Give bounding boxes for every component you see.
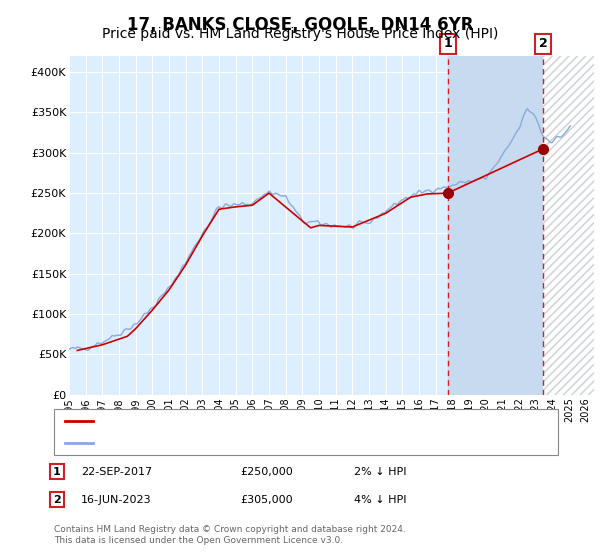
Text: 2: 2: [539, 38, 548, 50]
Text: 1: 1: [443, 38, 452, 50]
Text: 4% ↓ HPI: 4% ↓ HPI: [354, 494, 407, 505]
Text: 22-SEP-2017: 22-SEP-2017: [81, 466, 152, 477]
Text: HPI: Average price, detached house, East Riding of Yorkshire: HPI: Average price, detached house, East…: [97, 438, 413, 448]
Bar: [544, 56, 594, 395]
Text: 1: 1: [53, 466, 61, 477]
Bar: [544, 56, 594, 395]
Text: Price paid vs. HM Land Registry's House Price Index (HPI): Price paid vs. HM Land Registry's House …: [102, 27, 498, 41]
Bar: [448, 56, 544, 395]
Text: 17, BANKS CLOSE, GOOLE, DN14 6YR: 17, BANKS CLOSE, GOOLE, DN14 6YR: [127, 16, 473, 34]
Text: 2% ↓ HPI: 2% ↓ HPI: [354, 466, 407, 477]
Text: £250,000: £250,000: [240, 466, 293, 477]
Text: £305,000: £305,000: [240, 494, 293, 505]
Text: 16-JUN-2023: 16-JUN-2023: [81, 494, 152, 505]
Text: Contains HM Land Registry data © Crown copyright and database right 2024.
This d: Contains HM Land Registry data © Crown c…: [54, 525, 406, 545]
Text: 17, BANKS CLOSE, GOOLE, DN14 6YR (detached house): 17, BANKS CLOSE, GOOLE, DN14 6YR (detach…: [97, 416, 387, 426]
Text: 2: 2: [53, 494, 61, 505]
